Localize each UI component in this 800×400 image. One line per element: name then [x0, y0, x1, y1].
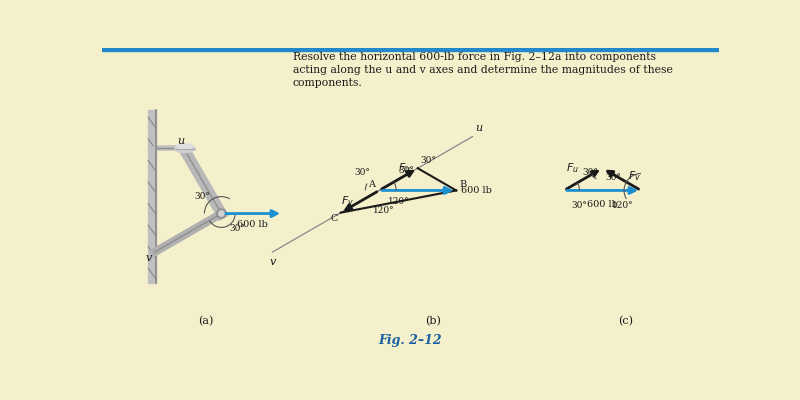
Text: 600 lb: 600 lb — [237, 220, 267, 229]
Text: $F_u$: $F_u$ — [398, 161, 411, 175]
Text: 30°: 30° — [354, 168, 370, 176]
Text: C: C — [330, 214, 338, 223]
Text: u: u — [476, 124, 482, 134]
Text: $F_v$: $F_v$ — [341, 195, 354, 208]
Text: A: A — [367, 180, 374, 189]
Text: 600 lb: 600 lb — [587, 200, 618, 209]
Text: 30°: 30° — [582, 168, 598, 176]
Circle shape — [218, 211, 224, 216]
Text: Resolve the horizontal 600-lb force in Fig. 2–12a into components
acting along t: Resolve the horizontal 600-lb force in F… — [293, 52, 673, 88]
Circle shape — [217, 209, 226, 218]
Text: 30°: 30° — [572, 201, 587, 210]
Text: u: u — [178, 136, 185, 146]
Text: $F_u$: $F_u$ — [566, 162, 578, 176]
Ellipse shape — [174, 145, 194, 152]
Text: 30°: 30° — [229, 224, 245, 234]
Text: B: B — [459, 180, 466, 189]
Text: 120°: 120° — [612, 201, 634, 210]
Text: 120°: 120° — [389, 197, 410, 206]
Text: Fig. 2–12: Fig. 2–12 — [378, 334, 442, 347]
Text: (a): (a) — [198, 316, 214, 326]
Text: (b): (b) — [425, 316, 441, 326]
Text: 600 lb: 600 lb — [461, 186, 492, 195]
Ellipse shape — [177, 144, 193, 149]
Text: 30°: 30° — [421, 156, 437, 165]
Text: 120°: 120° — [373, 206, 394, 215]
Text: 30°: 30° — [606, 173, 622, 182]
Text: 30°: 30° — [398, 166, 414, 175]
Text: $F_v$: $F_v$ — [628, 169, 641, 183]
Text: v: v — [270, 257, 276, 267]
Text: (c): (c) — [618, 316, 633, 326]
Text: 30°: 30° — [194, 192, 210, 201]
Text: v: v — [146, 253, 152, 263]
